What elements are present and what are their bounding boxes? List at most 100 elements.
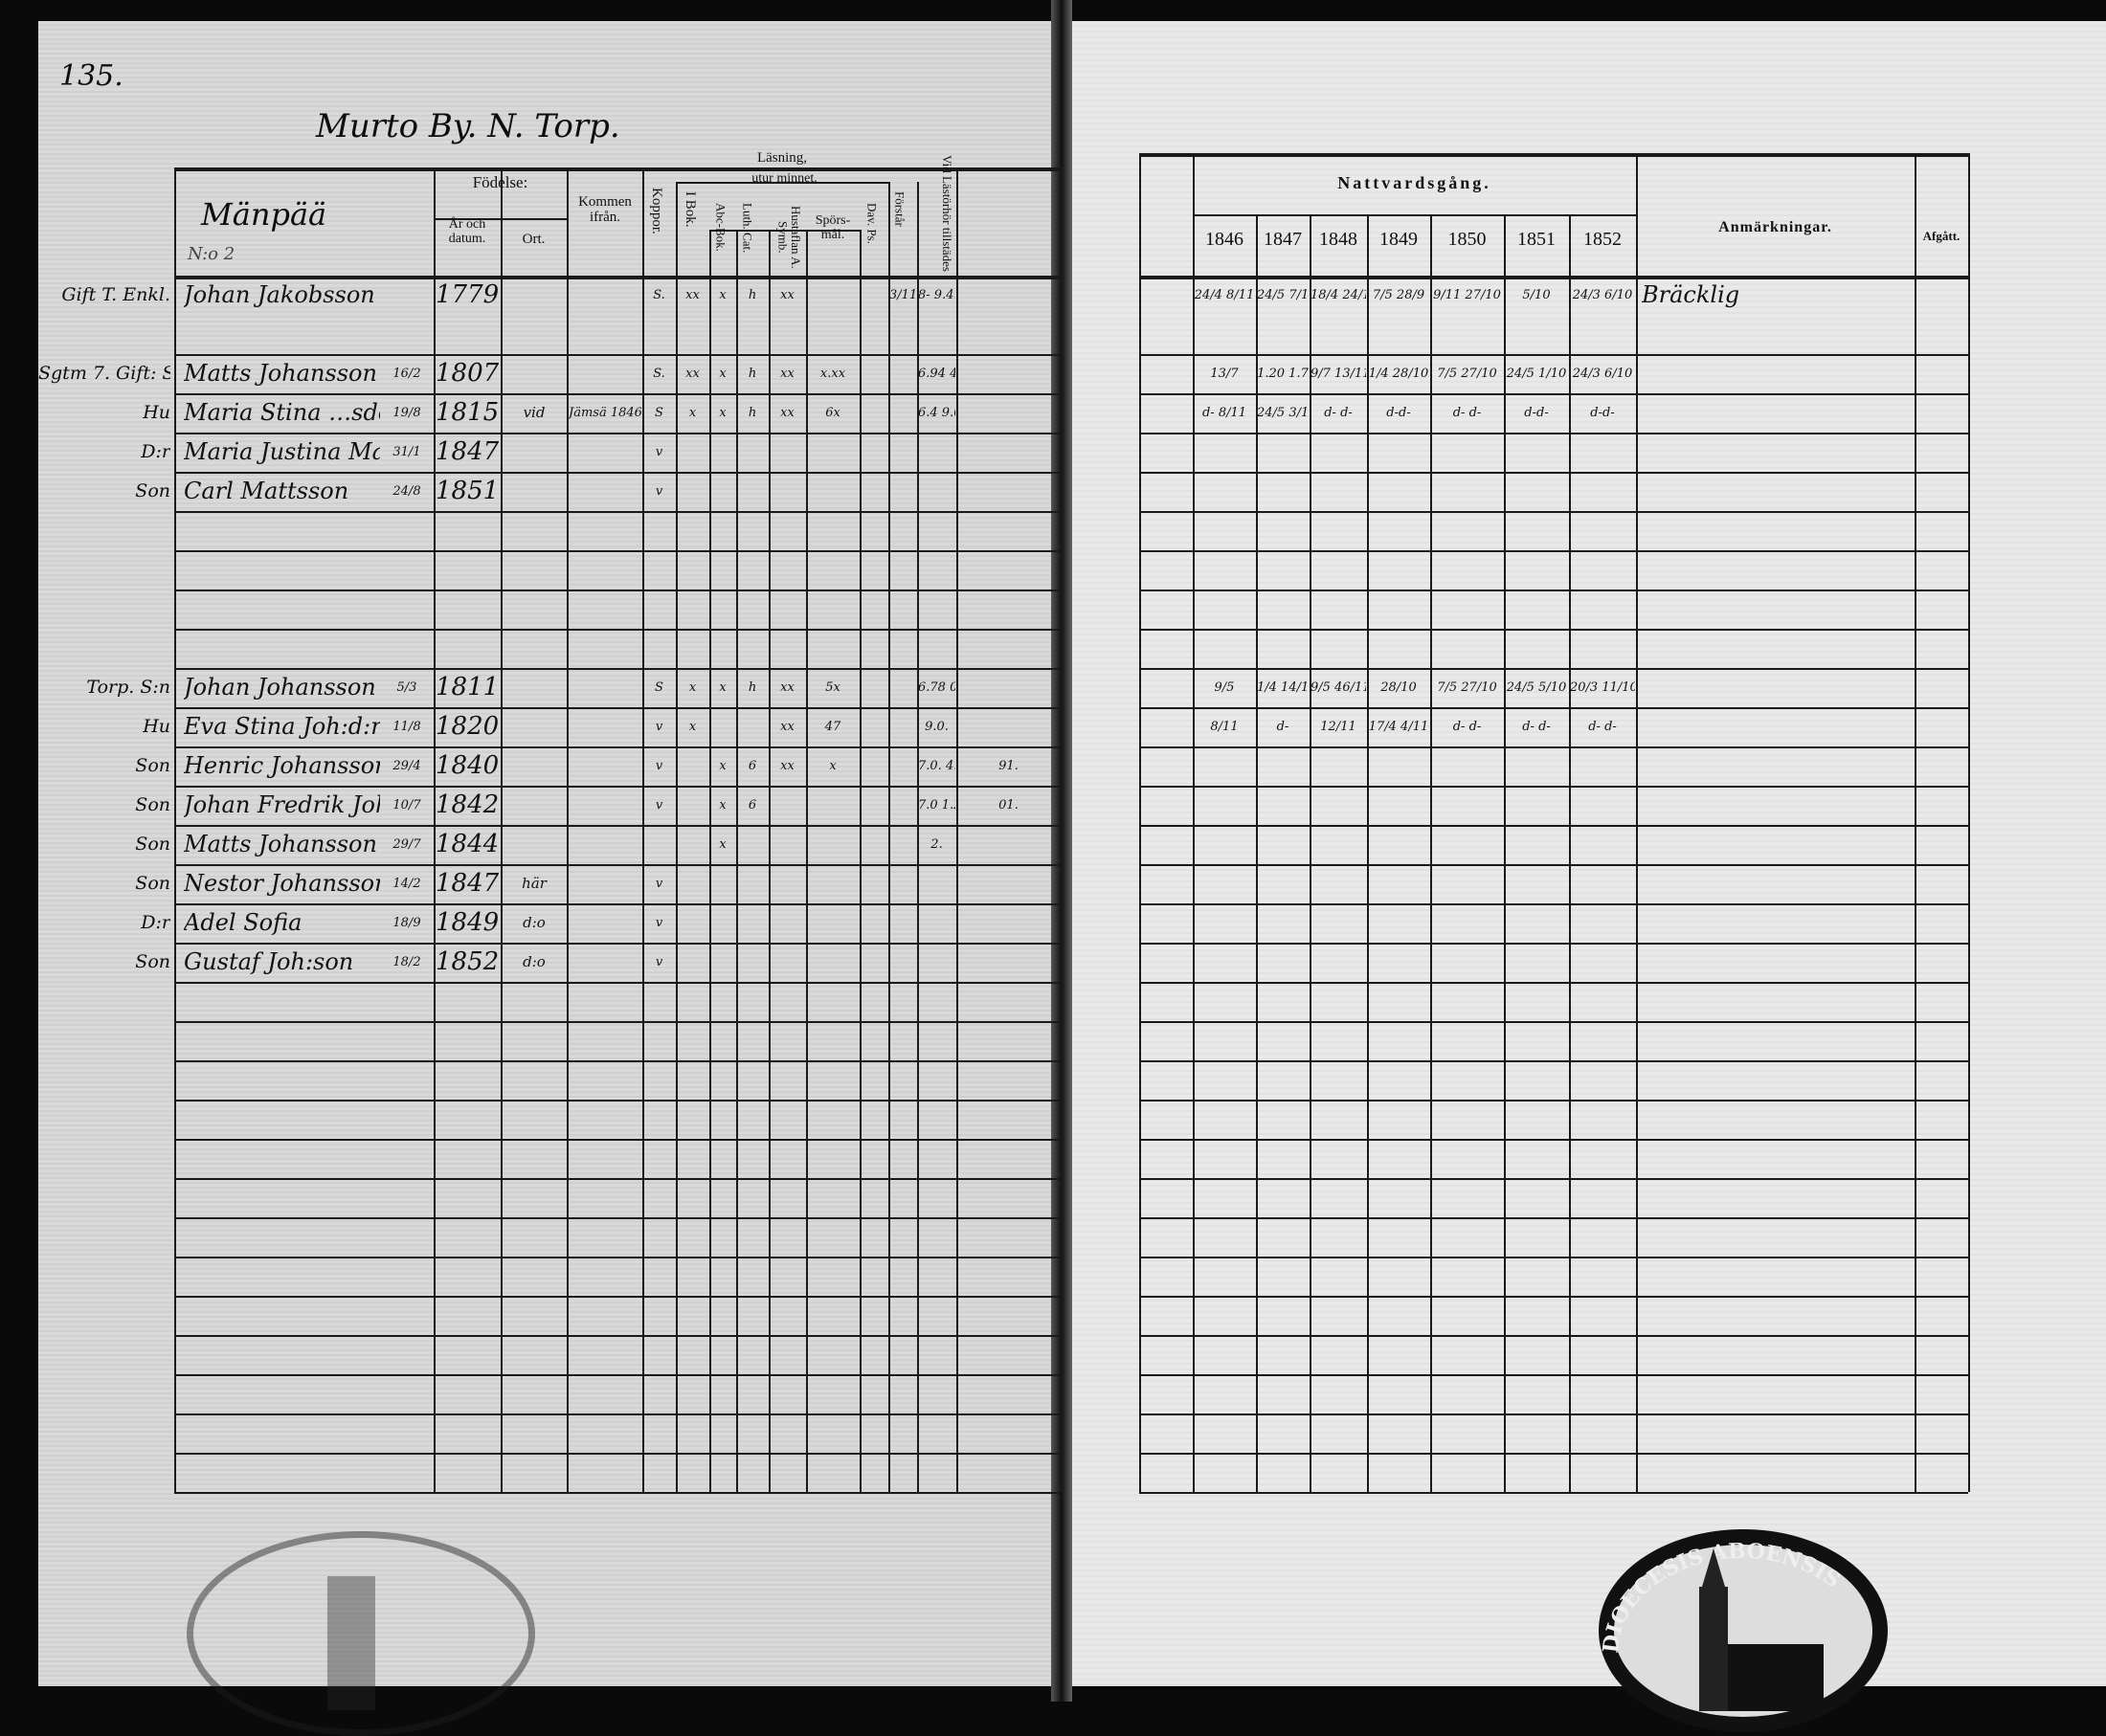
luth-mark: h bbox=[748, 680, 757, 695]
birth-day: 19/8 bbox=[392, 406, 421, 420]
row-rule bbox=[174, 1257, 1061, 1258]
year-subrule bbox=[1193, 214, 1636, 216]
birth-day: 10/7 bbox=[392, 798, 421, 812]
row-rule bbox=[174, 1335, 1061, 1337]
questions-mark: 6x bbox=[825, 406, 840, 420]
exam-mark: 7.0. 4.2. bbox=[918, 759, 955, 773]
column-rule bbox=[888, 182, 890, 1492]
row-rule bbox=[1139, 550, 1968, 552]
row-rule bbox=[174, 472, 1061, 474]
column-rule bbox=[567, 167, 569, 1492]
row-rule bbox=[1139, 1413, 1968, 1415]
relation-label: Son bbox=[135, 794, 170, 815]
smallpox-mark: v bbox=[655, 877, 663, 891]
right-margin-rule bbox=[1139, 153, 1141, 1492]
smallpox-mark: v bbox=[655, 484, 663, 499]
row-rule bbox=[1139, 825, 1968, 827]
exam-mark: 6.4 9.0. bbox=[918, 406, 955, 420]
right-page bbox=[1070, 21, 2106, 1686]
household-mark: xx bbox=[780, 288, 795, 302]
person-name: Adel Sofia bbox=[184, 909, 302, 936]
relation-label: Gift T. Enkl. bbox=[61, 284, 170, 305]
column-rule bbox=[956, 167, 958, 1492]
column-rule bbox=[1430, 214, 1432, 1492]
relation-label: D:r bbox=[141, 912, 170, 933]
relation-label: Hu bbox=[143, 402, 170, 423]
communion-1849: 7/5 28/9 bbox=[1372, 288, 1425, 302]
column-rule bbox=[501, 167, 503, 1492]
abc-mark: x bbox=[719, 798, 727, 812]
person-name: Johan Jakobsson bbox=[184, 281, 375, 308]
exam-mark: 9.0. bbox=[925, 720, 949, 734]
header-household: Hustaflan A. Symb. bbox=[775, 206, 803, 269]
exam-mark: 6.94 4. bbox=[918, 367, 955, 381]
book-mark: xx bbox=[685, 367, 700, 381]
communion-1852: d-d- bbox=[1590, 406, 1615, 420]
communion-1847: 1/4 14/11 bbox=[1257, 680, 1309, 695]
column-rule bbox=[806, 230, 808, 1492]
communion-1852: 20/3 11/10 bbox=[1570, 680, 1635, 695]
row-rule bbox=[1139, 472, 1968, 474]
header-top-rule bbox=[174, 167, 1061, 171]
communion-1852: 24/3 6/10 bbox=[1572, 367, 1633, 381]
abc-mark: x bbox=[719, 837, 727, 852]
communion-1846: 13/7 bbox=[1210, 367, 1239, 381]
communion-1848: 18/4 24/11 bbox=[1311, 288, 1366, 302]
column-rule bbox=[1367, 214, 1369, 1492]
birth-day: 31/1 bbox=[392, 445, 421, 459]
person-name: Maria Justina Mattsd. bbox=[184, 438, 380, 465]
communion-1850: 7/5 27/10 bbox=[1437, 680, 1497, 695]
communion-1846: d- 8/11 bbox=[1201, 406, 1247, 420]
birth-year: 1847 bbox=[436, 869, 499, 898]
row-rule bbox=[1139, 1453, 1968, 1455]
year-header-1846: 1846 bbox=[1205, 229, 1243, 250]
birth-year: 1842 bbox=[436, 790, 499, 819]
birth-place: d:o bbox=[523, 914, 546, 931]
row-rule bbox=[174, 511, 1061, 513]
birth-year: 1820 bbox=[436, 712, 499, 741]
row-rule bbox=[174, 1453, 1061, 1455]
questions-mark: 47 bbox=[824, 720, 841, 734]
smallpox-mark: S bbox=[655, 680, 663, 695]
book-mark: x bbox=[688, 720, 697, 734]
person-name: Henric Johansson bbox=[184, 752, 380, 779]
header-from-memory: utur minnet. bbox=[751, 171, 818, 186]
row-rule bbox=[1139, 1492, 1968, 1494]
questions-mark: x bbox=[829, 759, 837, 773]
right-header-bottom-rule bbox=[1139, 276, 1968, 279]
understands-mark: 3/11 bbox=[889, 288, 916, 302]
relation-label: Son bbox=[135, 480, 170, 501]
relation-label: Sgtm 7. Gift: Son bbox=[38, 363, 170, 384]
column-rule bbox=[860, 230, 862, 1492]
household-mark: xx bbox=[780, 367, 795, 381]
birth-day: 5/3 bbox=[396, 680, 417, 695]
row-rule bbox=[1139, 590, 1968, 591]
header-smallpox: Koppor. bbox=[648, 188, 664, 234]
luth-mark: 6 bbox=[748, 798, 757, 812]
header-questions: Spörs-mål. bbox=[815, 213, 851, 242]
village-title: Murto By. N. Torp. bbox=[316, 107, 620, 145]
row-rule bbox=[1139, 1021, 1968, 1023]
row-rule bbox=[174, 1139, 1061, 1141]
row-rule bbox=[174, 354, 1061, 356]
luth-mark: h bbox=[748, 367, 757, 381]
row-rule bbox=[174, 668, 1061, 670]
relation-label: Son bbox=[135, 873, 170, 894]
birth-day: 18/2 bbox=[392, 955, 421, 969]
year-header-1850: 1850 bbox=[1447, 229, 1487, 250]
birth-year: 1852 bbox=[436, 947, 499, 976]
row-rule bbox=[1139, 982, 1968, 984]
communion-1852: 24/3 6/10 bbox=[1572, 288, 1633, 302]
row-rule bbox=[174, 982, 1061, 984]
communion-1849: 28/10 bbox=[1380, 680, 1417, 695]
row-rule bbox=[1139, 943, 1968, 945]
header-luth-cat: Luth. Cat. bbox=[740, 203, 755, 254]
column-rule bbox=[1915, 153, 1916, 1492]
column-rule bbox=[1193, 153, 1195, 1492]
birth-subrule bbox=[434, 218, 567, 220]
column-rule bbox=[736, 230, 738, 1492]
smallpox-mark: v bbox=[655, 798, 663, 812]
row-rule bbox=[174, 864, 1061, 866]
relation-label: Torp. S:n bbox=[86, 677, 170, 698]
homestead-number: N:o 2 bbox=[188, 244, 235, 264]
